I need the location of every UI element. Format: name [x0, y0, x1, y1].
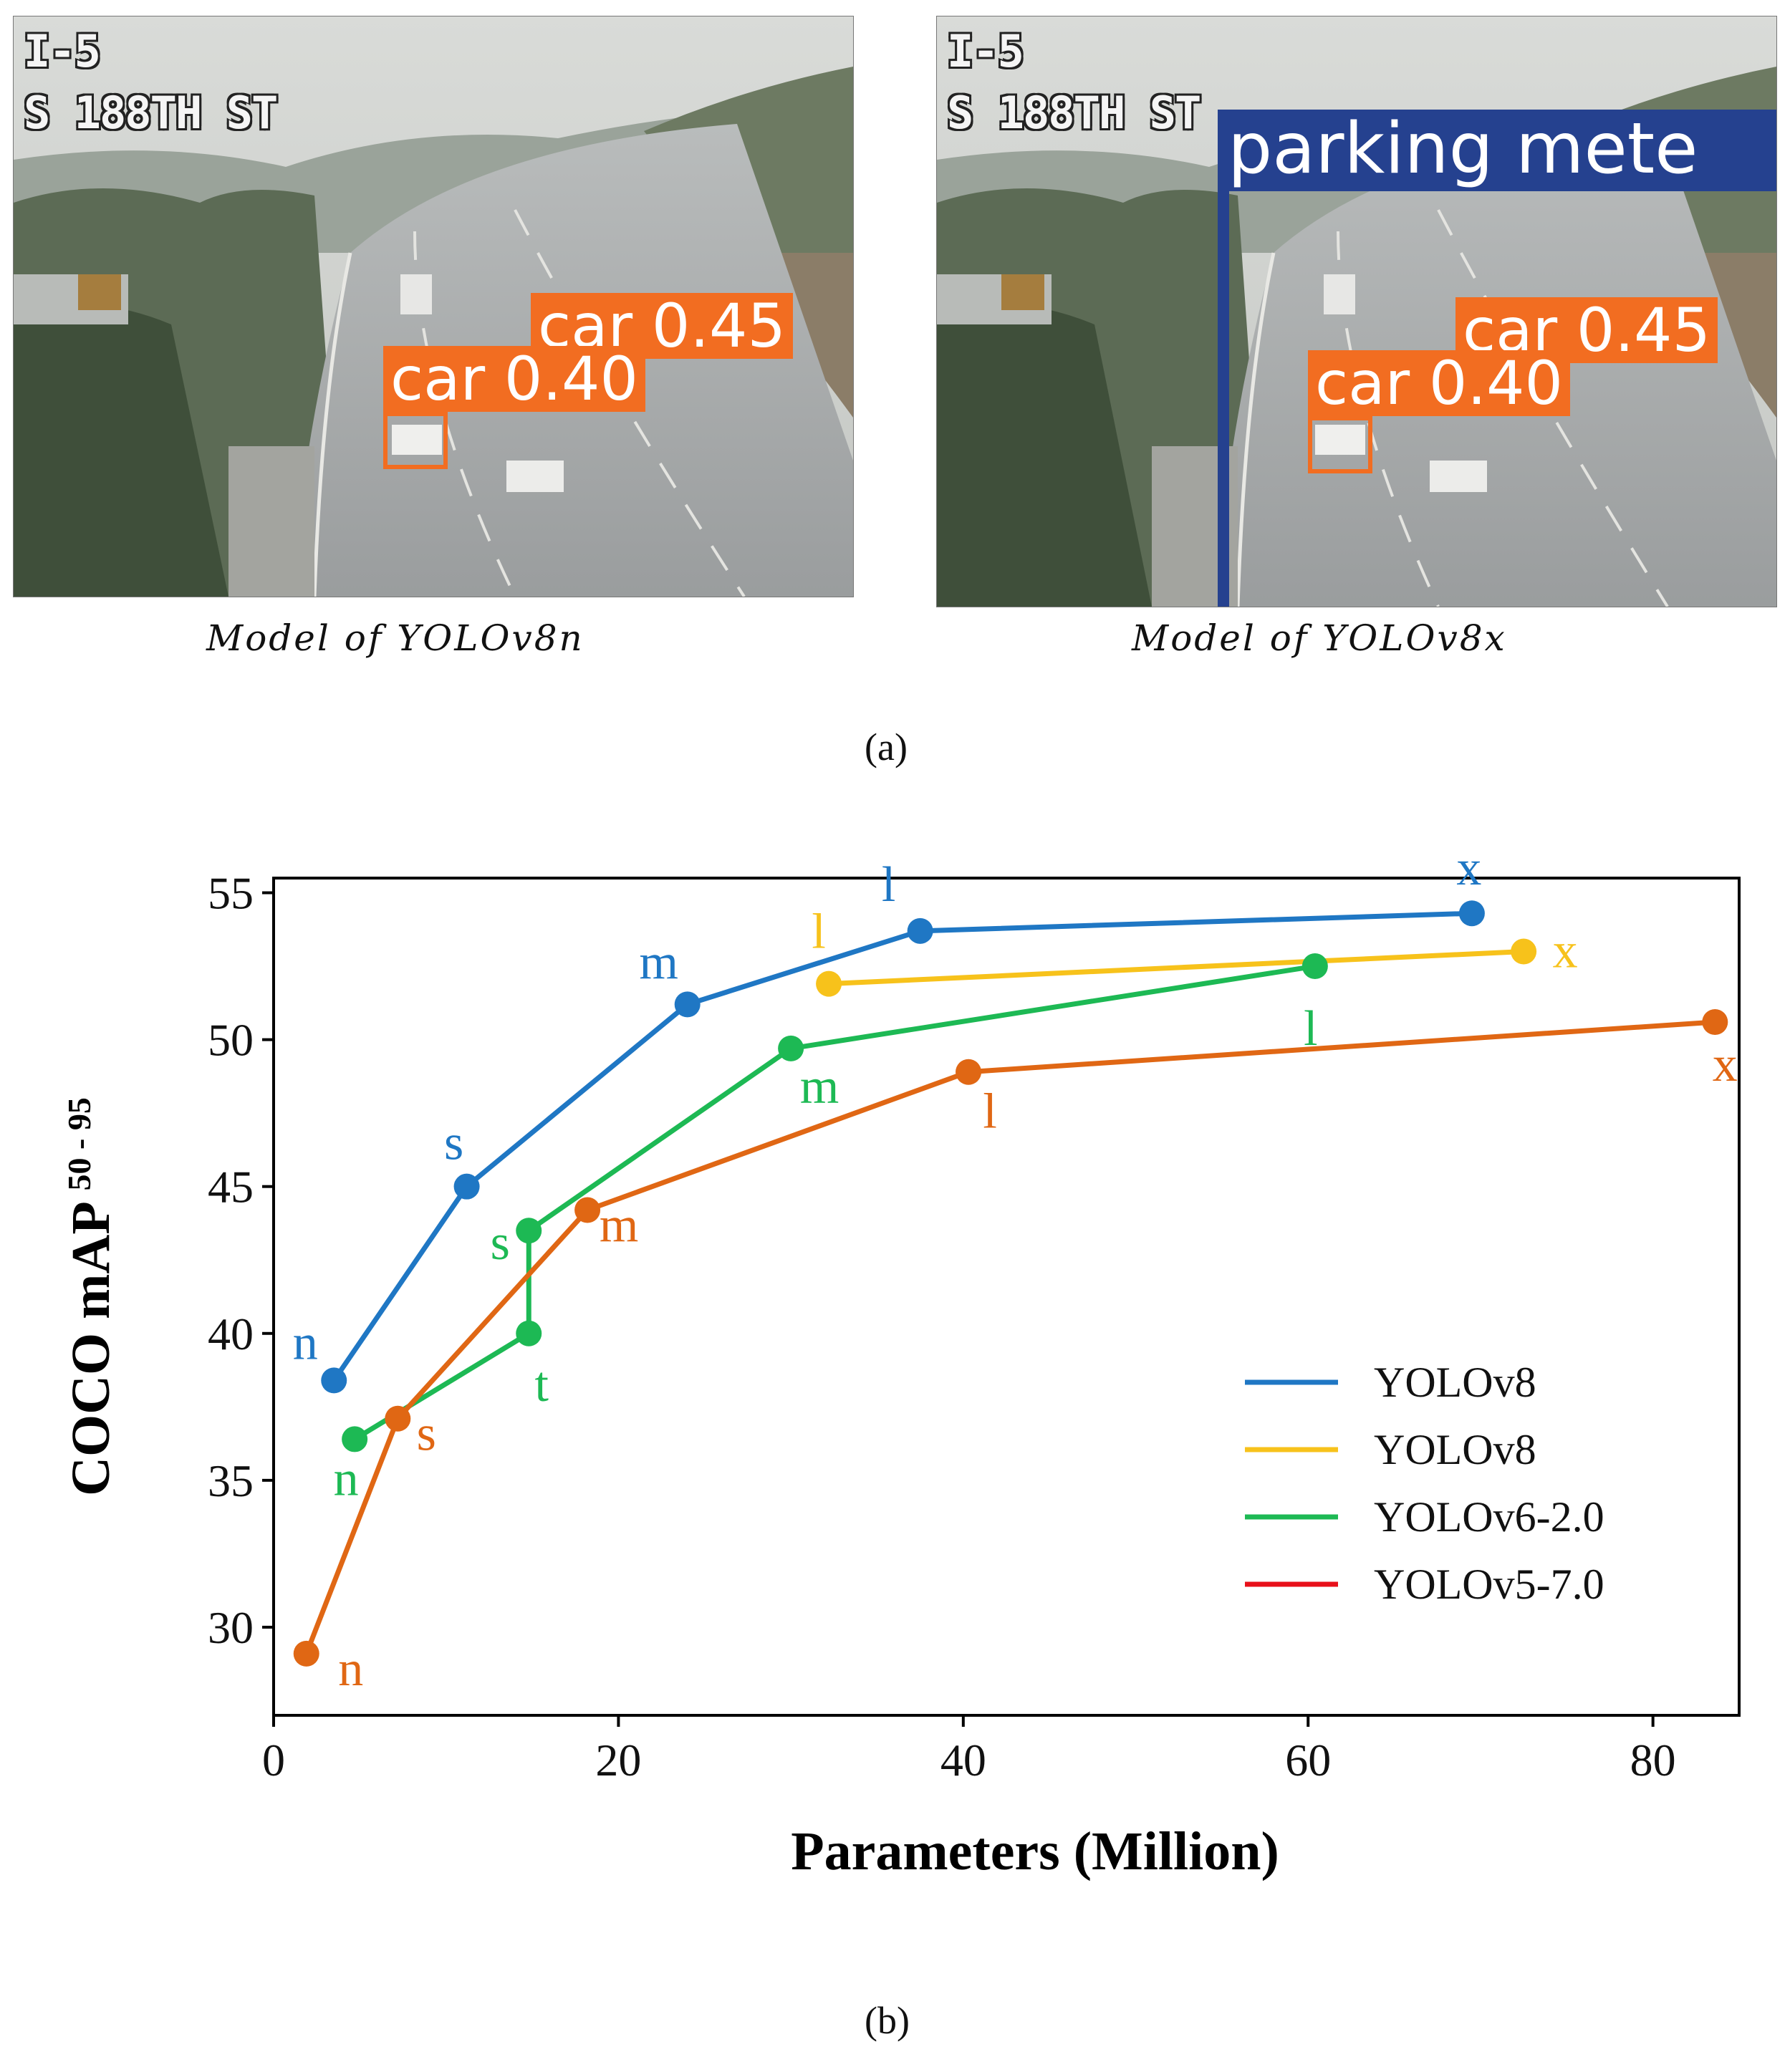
yolov8n-detection-image: I-5 S 188TH ST car 0.45 car 0.40 [13, 16, 854, 597]
point-label-3-m: m [600, 1198, 638, 1253]
point-label-2-n: n [334, 1451, 359, 1506]
panel-a: I-5 S 188TH ST car 0.45 car 0.40 Model o… [0, 0, 1790, 802]
point-label-0-l: l [882, 857, 895, 912]
point-label-0-x: x [1456, 841, 1481, 896]
point-label-2-t: t [535, 1357, 549, 1412]
detection-label-car-2: car 0.40 [1308, 350, 1570, 416]
point-label-2-l: l [1304, 1001, 1317, 1056]
data-point-2-s [516, 1218, 542, 1244]
series-line-1 [828, 949, 1524, 987]
coco-map-chart: 0 20 40 60 80 30 35 40 45 50 55 Parameters (Million… [61, 841, 1741, 1881]
panel-b: 0 20 40 60 80 30 35 40 45 50 55 Parameters (Million… [0, 802, 1790, 2072]
data-point-0-x [1458, 900, 1485, 927]
x-tick-label: 80 [1630, 1735, 1676, 1786]
data-point-2-n [342, 1426, 368, 1452]
y-axis-label-main: COCO mAP [61, 1190, 121, 1495]
x-tick-label: 60 [1285, 1735, 1331, 1786]
data-point-3-l [956, 1059, 982, 1085]
detection-box-parking-meter [1218, 124, 1229, 607]
point-label-0-n: n [293, 1315, 318, 1370]
detection-box-car [1308, 416, 1372, 473]
point-label-0-s: s [444, 1116, 463, 1171]
y-axis-label: COCO mAP 50 - 95 [61, 1097, 121, 1496]
caption-yolov8n: Model of YOLOv8n [206, 617, 584, 659]
point-label-3-n: n [338, 1642, 363, 1697]
camera-overlay-highway: I-5 [947, 25, 1024, 77]
point-label-1-l: l [812, 905, 825, 960]
series-line-0 [332, 910, 1473, 1382]
data-point-2-l [1301, 953, 1328, 980]
point-label-3-l: l [983, 1084, 996, 1139]
y-tick-label: 50 [208, 1015, 254, 1066]
x-tick-label: 40 [940, 1735, 986, 1786]
y-axis-label-superscript: 50 - 95 [61, 1097, 97, 1190]
data-point-0-l [907, 917, 933, 944]
data-point-0-m [674, 991, 701, 1018]
caption-yolov8x: Model of YOLOv8x [1132, 617, 1507, 659]
data-point-3-m [574, 1197, 601, 1223]
detection-label-parking-meter: parking mete [1218, 110, 1776, 191]
y-tick-label: 55 [208, 868, 254, 919]
data-point-0-s [453, 1173, 480, 1200]
data-point-2-t [516, 1320, 542, 1346]
point-label-0-m: m [639, 935, 678, 990]
data-point-3-s [385, 1405, 411, 1432]
data-point-2-m [778, 1035, 804, 1061]
point-label-3-x: x [1713, 1037, 1738, 1092]
data-point-3-x [1702, 1008, 1728, 1035]
point-label-2-s: s [491, 1215, 510, 1271]
x-tick-label: 20 [595, 1735, 641, 1786]
yolov8x-detection-image: I-5 S 188TH ST parking mete car 0.45 car… [936, 16, 1777, 607]
y-tick-label: 30 [208, 1602, 254, 1653]
series-line-2 [353, 963, 1316, 1442]
data-point-1-l [816, 970, 842, 997]
camera-overlay-street: S 188TH ST [947, 87, 1201, 139]
legend-label-3: YOLOv5-7.0 [1374, 1561, 1604, 1608]
data-point-1-x [1511, 938, 1537, 965]
legend-label-0: YOLOv8 [1374, 1359, 1536, 1406]
y-tick-label: 40 [208, 1309, 254, 1359]
panel-b-label: (b) [865, 1999, 910, 2042]
camera-overlay-highway: I-5 [24, 25, 101, 77]
data-point-3-n [293, 1640, 319, 1667]
camera-overlay-street: S 188TH ST [24, 87, 278, 139]
legend-label-2: YOLOv6-2.0 [1374, 1493, 1604, 1541]
y-tick-label: 45 [208, 1162, 254, 1213]
data-point-0-n [321, 1367, 347, 1394]
plot-frame [272, 877, 1741, 1717]
x-tick-label: 0 [262, 1735, 285, 1786]
panel-a-label: (a) [865, 726, 908, 768]
point-label-3-s: s [417, 1407, 436, 1462]
detection-box-car [383, 412, 448, 469]
x-axis-label: Parameters (Million) [791, 1821, 1279, 1881]
detection-label-car-2: car 0.40 [383, 346, 645, 412]
point-label-1-x: x [1553, 924, 1578, 979]
y-tick-label: 35 [208, 1455, 254, 1506]
point-label-2-m: m [800, 1059, 839, 1114]
legend-label-1: YOLOv8 [1374, 1426, 1536, 1473]
